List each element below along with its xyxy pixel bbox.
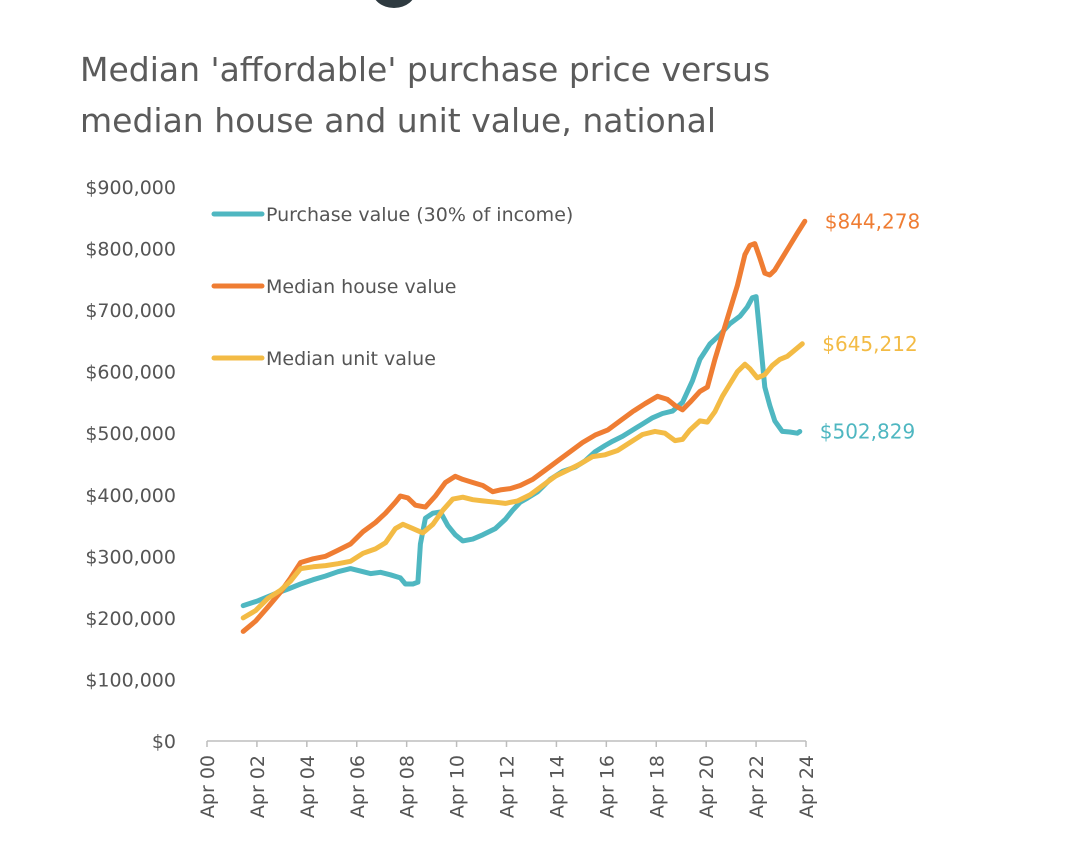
series-line-2 <box>240 218 808 634</box>
chart-title-line-1: Median 'affordable' purchase price versu… <box>80 50 771 89</box>
x-tick-label: Apr 20 <box>696 755 718 818</box>
x-tick-label: Apr 16 <box>596 755 618 818</box>
chart-title-line-2: median house and unit value, national <box>80 101 717 140</box>
legend-label-2: Median house value <box>266 276 456 298</box>
y-tick-label: $600,000 <box>85 362 176 384</box>
x-tick-label: Apr 18 <box>646 755 668 818</box>
series-end-label-2: $844,278 <box>825 209 920 233</box>
series-line-1 <box>240 294 803 609</box>
top-decorative-dot <box>372 0 416 8</box>
y-tick-label: $800,000 <box>85 239 176 261</box>
y-tick-label: $0 <box>152 731 176 753</box>
x-tick-label: Apr 04 <box>297 755 319 818</box>
x-tick-label: Apr 08 <box>397 755 419 818</box>
y-tick-label: $400,000 <box>85 485 176 507</box>
y-tick-label: $700,000 <box>85 300 176 322</box>
x-tick-label: Apr 12 <box>497 755 519 818</box>
y-tick-label: $200,000 <box>85 608 176 630</box>
x-tick-label: Apr 24 <box>796 755 818 818</box>
series-end-label-1: $502,829 <box>820 419 915 443</box>
x-tick-label: Apr 00 <box>197 755 219 818</box>
x-tick-label: Apr 22 <box>746 755 768 818</box>
x-tick-label: Apr 14 <box>546 755 568 818</box>
y-tick-label: $300,000 <box>85 546 176 568</box>
x-tick-label: Apr 06 <box>347 755 369 818</box>
y-tick-label: $100,000 <box>85 669 176 691</box>
y-tick-label: $500,000 <box>85 423 176 445</box>
legend-label-1: Purchase value (30% of income) <box>266 204 573 226</box>
chart-title: Median 'affordable' purchase price versu… <box>80 44 900 146</box>
y-tick-label: $900,000 <box>85 177 176 199</box>
series-end-label-3: $645,212 <box>822 332 917 356</box>
x-tick-label: Apr 10 <box>447 755 469 818</box>
series-line-3 <box>240 341 805 621</box>
x-tick-label: Apr 02 <box>247 755 269 818</box>
legend-label-3: Median unit value <box>266 348 436 370</box>
